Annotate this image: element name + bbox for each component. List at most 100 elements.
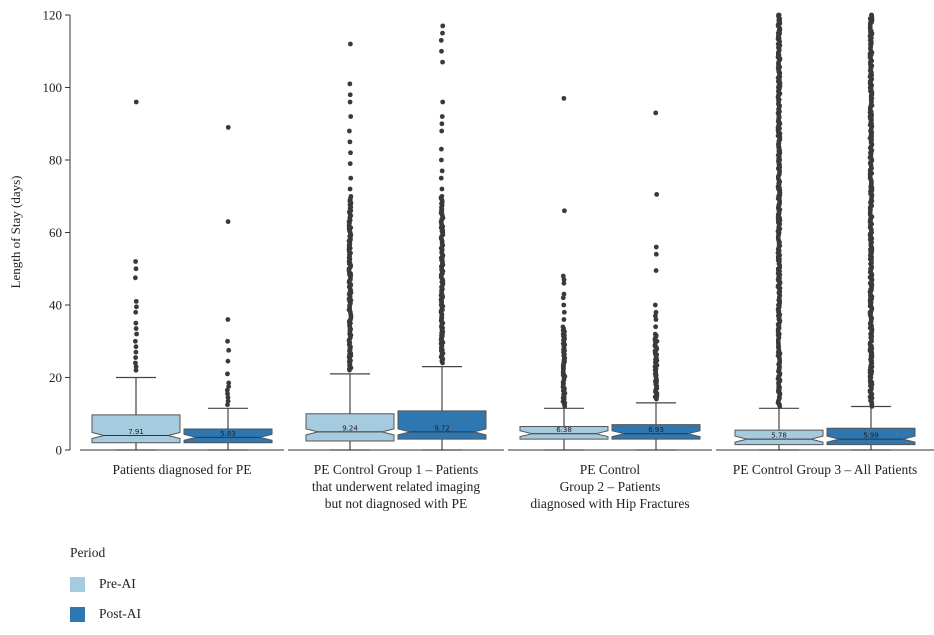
- outlier-point: [561, 96, 566, 101]
- outlier-point: [777, 13, 782, 18]
- y-tick-label: 40: [49, 298, 62, 313]
- outlier-point: [653, 324, 658, 329]
- outlier-dense-point: [653, 332, 658, 337]
- outlier-point: [226, 219, 231, 224]
- y-tick-label: 20: [49, 370, 62, 385]
- outlier-point: [440, 100, 445, 105]
- legend-label-pre-ai: Pre-AI: [99, 576, 136, 592]
- outlier-point: [561, 274, 566, 279]
- outlier-point: [439, 158, 444, 163]
- outlier-point: [654, 310, 659, 315]
- outlier-point: [133, 321, 138, 326]
- group-label-line: that underwent related imaging: [312, 479, 481, 494]
- outlier-point: [348, 150, 353, 155]
- mean-label: 7.91: [128, 428, 144, 436]
- outlier-point: [562, 317, 567, 322]
- legend-title: Period: [70, 545, 141, 561]
- outlier-point: [654, 245, 659, 250]
- outlier-point: [562, 310, 567, 315]
- outlier-point: [869, 103, 874, 108]
- outlier-point: [439, 121, 444, 126]
- outlier-point: [868, 42, 873, 47]
- legend-label-post-ai: Post-AI: [99, 606, 141, 622]
- outlier-point: [654, 192, 659, 197]
- group-label-line: Group 2 – Patients: [560, 479, 661, 494]
- outlier-point: [869, 52, 874, 57]
- mean-label: 6.38: [556, 426, 572, 434]
- y-tick-label: 100: [43, 80, 63, 95]
- outlier-point: [653, 303, 658, 308]
- outlier-point: [776, 114, 781, 119]
- y-axis-label: Length of Stay (days): [8, 175, 23, 288]
- outlier-point: [440, 168, 445, 173]
- box-pre-ai: 6.38: [520, 96, 608, 450]
- mean-label: 9.24: [342, 424, 358, 432]
- outlier-point: [134, 350, 139, 355]
- outlier-point: [562, 208, 567, 213]
- outlier-point: [134, 299, 139, 304]
- box-pre-ai: 5.78: [735, 13, 823, 450]
- mean-label: 9.72: [434, 424, 450, 432]
- outlier-point: [348, 114, 353, 119]
- outlier-point: [777, 31, 782, 36]
- group-label-line: PE Control: [580, 462, 641, 477]
- outlier-point: [225, 317, 230, 322]
- legend: Period Pre-AI Post-AI: [70, 545, 141, 635]
- outlier-point: [134, 100, 139, 105]
- box-post-ai: 9.72: [398, 23, 486, 450]
- group-label-line: diagnosed with Hip Fractures: [530, 496, 689, 511]
- outlier-point: [440, 31, 445, 36]
- outlier-point: [868, 85, 873, 90]
- outlier-point: [133, 310, 138, 315]
- outlier-point: [653, 110, 658, 115]
- outlier-point: [562, 292, 567, 297]
- legend-item-post-ai: Post-AI: [70, 605, 141, 623]
- outlier-point: [869, 92, 874, 97]
- outlier-point: [868, 74, 873, 79]
- outlier-point: [439, 129, 444, 134]
- legend-swatch-post-ai: [70, 607, 85, 622]
- y-tick-label: 60: [49, 225, 62, 240]
- legend-item-pre-ai: Pre-AI: [70, 575, 141, 593]
- group-label-line: but not diagnosed with PE: [325, 496, 468, 511]
- outlier-point: [777, 74, 782, 79]
- outlier-point: [134, 344, 139, 349]
- outlier-point: [348, 100, 353, 105]
- y-tick-label: 120: [43, 8, 63, 23]
- mean-label: 5.83: [220, 430, 236, 438]
- mean-label: 5.78: [771, 432, 787, 440]
- outlier-point: [134, 304, 139, 309]
- outlier-point: [869, 63, 874, 68]
- outlier-point: [347, 129, 352, 134]
- outlier-point: [561, 303, 566, 308]
- outlier-point: [225, 339, 230, 344]
- outlier-point: [348, 161, 353, 166]
- outlier-point: [225, 371, 230, 376]
- box-pre-ai: 9.24: [306, 42, 394, 450]
- outlier-point: [134, 332, 139, 337]
- y-tick-label: 0: [56, 443, 63, 458]
- outlier-point: [869, 31, 874, 36]
- outlier-point: [226, 381, 231, 386]
- outlier-point: [226, 359, 231, 364]
- mean-label: 6.93: [648, 426, 664, 434]
- axes: 0 20 40 60 80 100 120: [43, 8, 934, 458]
- outlier-point: [348, 42, 353, 47]
- outlier-point: [347, 81, 352, 86]
- outlier-point: [776, 85, 781, 90]
- box-group: 6.38 6.93 PE Control Group 2 – Patients diag…: [520, 96, 700, 511]
- outlier-point: [133, 361, 138, 366]
- y-tick-label: 80: [49, 153, 62, 168]
- outlier-point: [440, 23, 445, 28]
- outlier-point: [776, 63, 781, 68]
- outlier-point: [134, 326, 139, 331]
- outlier-point: [776, 52, 781, 57]
- outlier-point: [777, 92, 782, 97]
- outlier-point: [133, 355, 138, 360]
- outlier-dense-point: [561, 324, 566, 329]
- outlier-point: [133, 259, 138, 264]
